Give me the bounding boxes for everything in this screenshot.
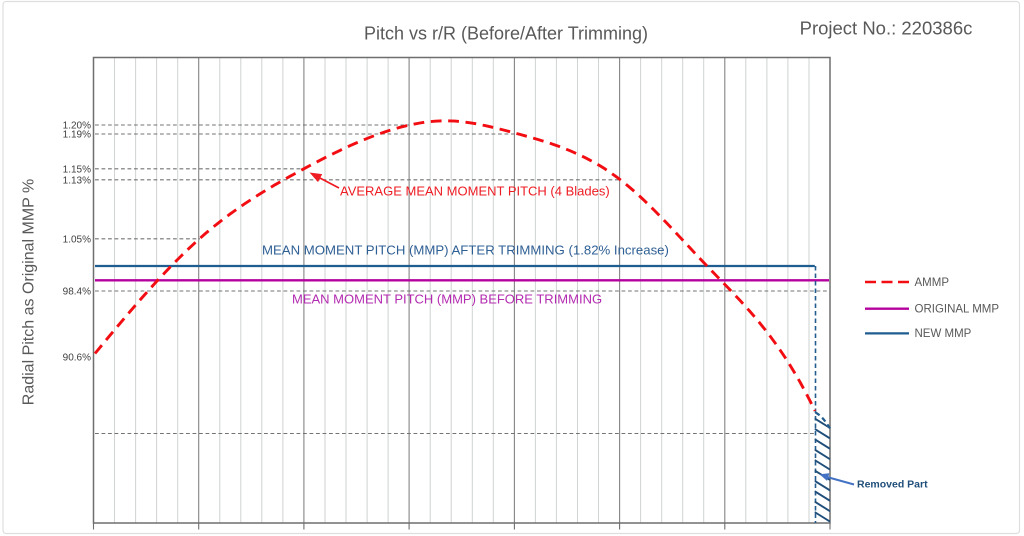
svg-text:1.19%: 1.19%: [63, 130, 91, 141]
svg-text:98.4%: 98.4%: [63, 287, 91, 298]
svg-text:NEW MMP: NEW MMP: [915, 328, 972, 340]
svg-text:AMMP: AMMP: [915, 277, 950, 289]
svg-text:1.15%: 1.15%: [63, 164, 91, 175]
svg-text:AVERAGE MEAN MOMENT PITCH (4 B: AVERAGE MEAN MOMENT PITCH (4 Blades): [340, 184, 610, 199]
svg-text:MEAN MOMENT PITCH (MMP) BEFORE: MEAN MOMENT PITCH (MMP) BEFORE TRIMMING: [292, 291, 602, 306]
svg-text:90.6%: 90.6%: [63, 353, 91, 364]
svg-text:ORIGINAL MMP: ORIGINAL MMP: [915, 304, 1000, 316]
svg-text:1.20%: 1.20%: [63, 121, 91, 132]
svg-text:Radial Pitch as Original MMP %: Radial Pitch as Original MMP %: [21, 179, 38, 405]
svg-text:Removed Part: Removed Part: [857, 478, 928, 490]
svg-text:Project No.: 220386c: Project No.: 220386c: [800, 18, 973, 39]
svg-text:MEAN MOMENT PITCH (MMP) AFTER: MEAN MOMENT PITCH (MMP) AFTER TRIMMING (…: [262, 242, 669, 257]
svg-text:1.05%: 1.05%: [63, 234, 91, 245]
svg-text:Pitch vs r/R (Before/After Tri: Pitch vs r/R (Before/After Trimming): [364, 24, 648, 44]
svg-text:1.13%: 1.13%: [63, 175, 91, 186]
